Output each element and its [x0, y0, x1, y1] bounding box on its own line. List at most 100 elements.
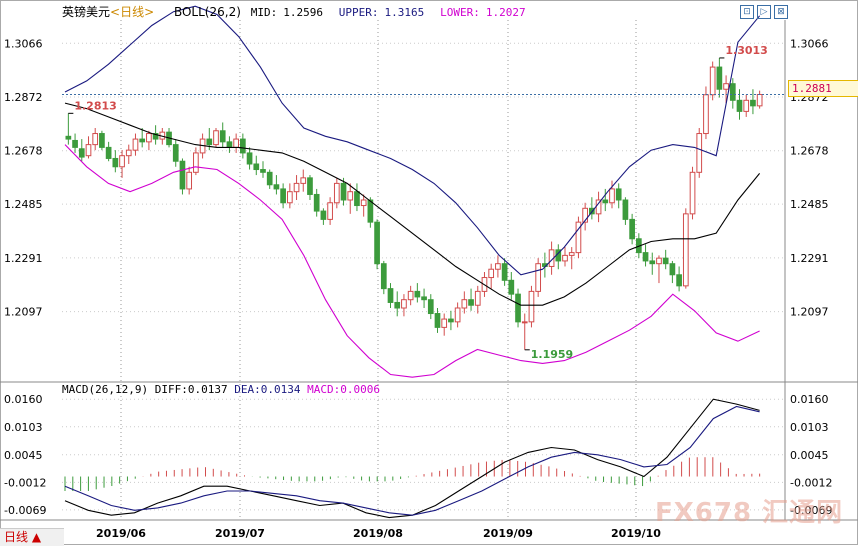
candle-body: [709, 66, 716, 96]
candle-body: [421, 296, 427, 301]
candle-body: [78, 148, 85, 158]
diff-label: DIFF:: [154, 383, 188, 396]
candle-body: [642, 252, 649, 262]
candle-body: [146, 133, 152, 143]
candle-body: [172, 144, 179, 162]
candle-body: [649, 260, 656, 265]
candle-body: [367, 199, 374, 223]
candle-body: [562, 254, 568, 262]
toolbar-button-2[interactable]: ▷: [757, 5, 771, 19]
candle-body: [72, 139, 78, 148]
chevron-up-icon: ▲: [31, 530, 42, 544]
x-tick-label: 2019/06: [96, 527, 146, 540]
period-button-label: 日线: [4, 530, 29, 544]
candle-body: [112, 157, 119, 168]
candle-body: [495, 263, 501, 270]
mid-value: 1.2596: [283, 6, 323, 19]
boll-lower-line: [64, 144, 760, 378]
candle-body: [92, 133, 99, 146]
macd-y-tick-right: -0.0069: [790, 504, 832, 517]
period-button[interactable]: 日线 ▲: [0, 528, 64, 546]
upper-label: UPPER:: [338, 6, 379, 19]
macd-value: 0.0006: [340, 383, 380, 396]
candle-body: [401, 299, 407, 309]
candle-body: [474, 290, 481, 306]
macd-label: MACD:: [307, 383, 341, 396]
macd-y-tick-left: 0.0160: [4, 393, 43, 406]
y-tick-left: 1.3066: [4, 37, 43, 50]
candle-body: [515, 293, 521, 323]
candle-body: [575, 221, 582, 254]
candle-body: [380, 263, 387, 290]
candle-body: [602, 199, 609, 204]
candle-body: [508, 279, 515, 295]
candle-body: [736, 99, 743, 112]
macd-params: MACD(26,12,9): [62, 383, 149, 396]
annotation-label: 1.1959: [531, 348, 573, 361]
macd-y-tick-left: -0.0012: [4, 476, 46, 489]
candle-body: [280, 188, 286, 204]
candle-body: [676, 274, 682, 287]
y-tick-left: 1.2291: [4, 252, 43, 265]
candle-body: [327, 202, 333, 220]
x-tick-label: 2019/09: [483, 527, 533, 540]
candle-body: [729, 83, 736, 101]
toolbar-button-1[interactable]: ⊡: [740, 5, 754, 19]
candle-body: [152, 133, 159, 140]
candle-body: [286, 191, 293, 204]
dea-value: 0.0134: [260, 383, 301, 396]
upper-value: 1.3165: [384, 6, 425, 19]
toolbar-button-3[interactable]: ⊠: [774, 5, 788, 19]
candle-body: [240, 138, 246, 154]
candle-body: [427, 299, 434, 315]
candle-body: [407, 290, 414, 301]
candle-body: [186, 171, 193, 190]
candle-body: [246, 152, 253, 165]
y-tick-left: 1.2097: [4, 306, 43, 319]
candle-body: [213, 130, 219, 146]
candle-body: [696, 133, 703, 173]
candle-body: [347, 191, 354, 201]
candle-body: [387, 288, 394, 303]
candle-body: [374, 221, 380, 265]
candle-body: [750, 99, 756, 107]
candle-body: [454, 307, 461, 323]
candle-body: [743, 99, 750, 112]
candle-body: [723, 83, 729, 90]
candle-body: [622, 199, 629, 220]
annotation-label: 1.3013: [725, 44, 767, 57]
y-tick-right: 1.2678: [790, 145, 829, 158]
candle-body: [629, 218, 635, 240]
watermark: FX678 汇通网: [655, 498, 844, 528]
candle-body: [119, 155, 125, 168]
candle-body: [501, 263, 508, 281]
candle-body: [179, 160, 186, 190]
boll-label: BOLL(26,2): [173, 5, 241, 19]
candle-body: [193, 152, 199, 173]
candle-body: [394, 301, 401, 309]
candle-body: [99, 133, 105, 148]
lower-value: 1.2027: [485, 6, 526, 19]
candle-body: [582, 207, 588, 223]
candle-body: [756, 93, 763, 107]
candle-body: [260, 169, 266, 173]
macd-y-tick-right: 0.0160: [790, 393, 829, 406]
candle-body: [414, 290, 421, 298]
candle-body: [293, 182, 300, 193]
period-label[interactable]: <日线>: [110, 5, 155, 19]
candle-body: [682, 213, 689, 287]
candle-body: [340, 182, 347, 201]
boll-header: 英镑美元<日线> BOLL(26,2) MID: 1.2596 UPPER: 1.3…: [62, 3, 538, 20]
candle-body: [307, 177, 313, 195]
y-tick-right: 1.3066: [790, 37, 829, 50]
y-tick-right: 1.2485: [790, 198, 829, 211]
candle-body: [132, 138, 139, 151]
boll-upper-line: [64, 5, 761, 276]
candle-body: [313, 193, 320, 212]
current-price-box: 1.2881: [788, 80, 858, 97]
annotation-label: 1.2813: [74, 99, 116, 112]
boll-mid-line: [64, 102, 761, 306]
candle-body: [528, 290, 535, 323]
